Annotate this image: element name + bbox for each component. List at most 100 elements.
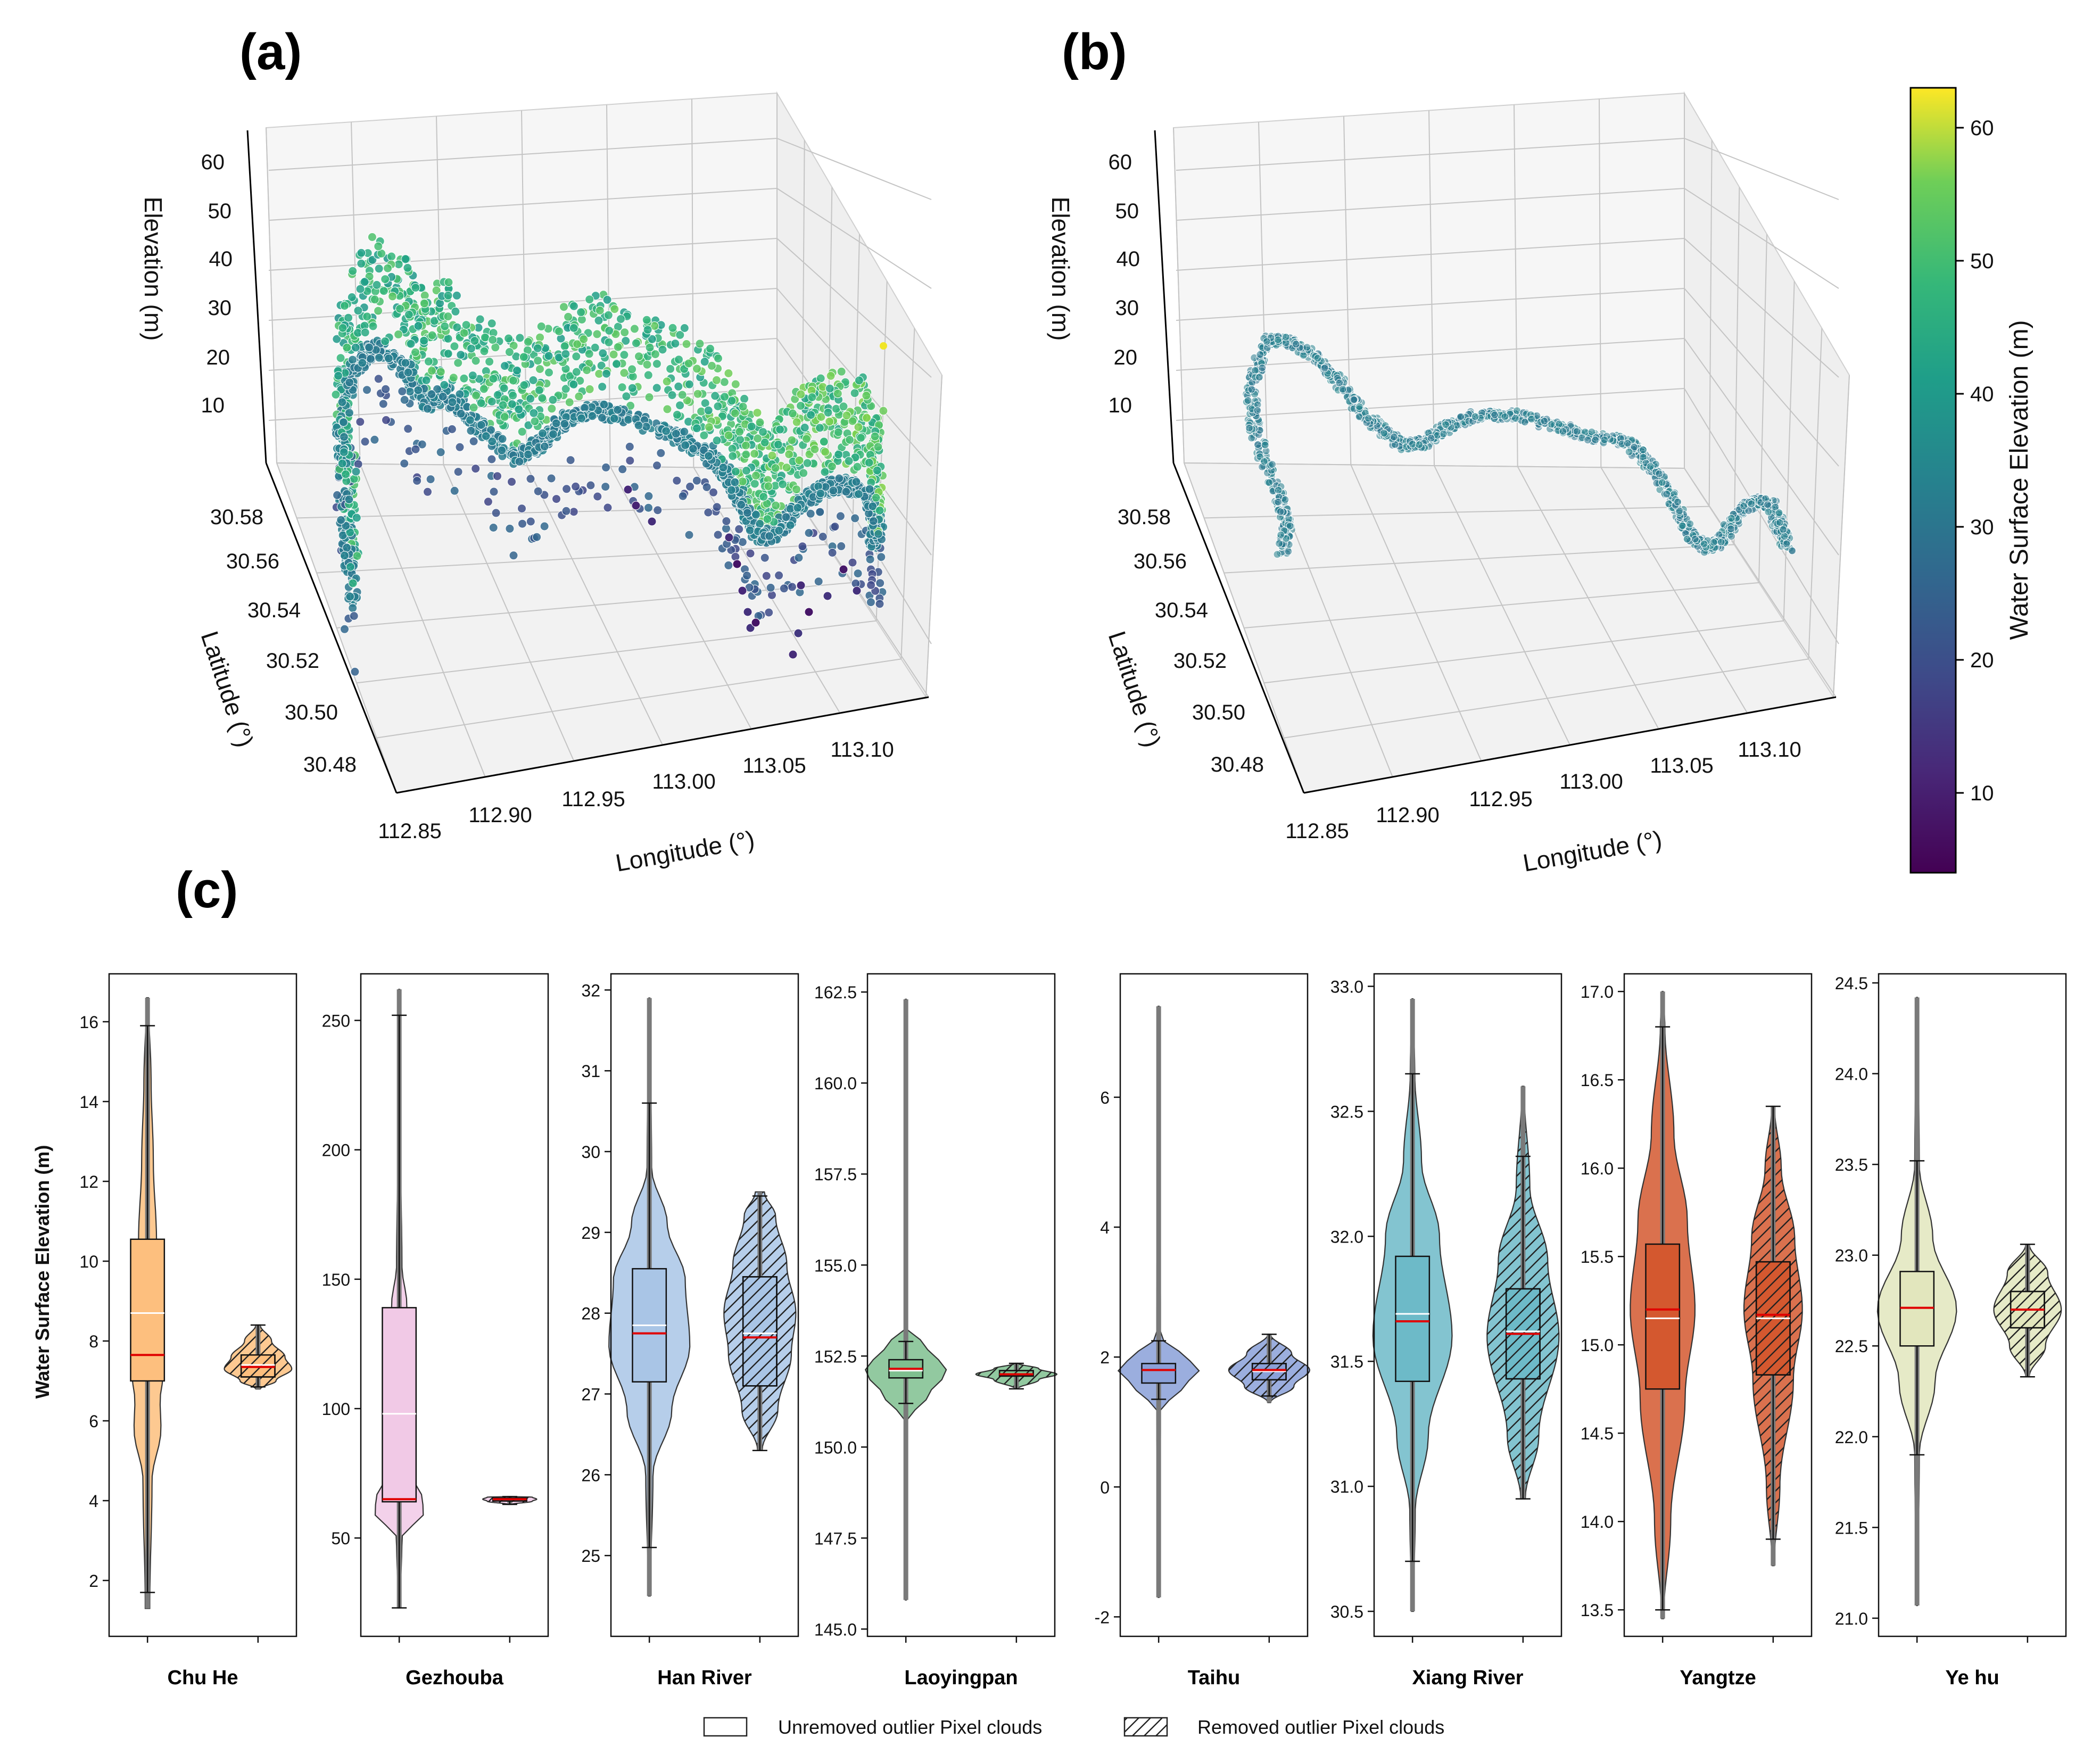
data-point bbox=[526, 517, 535, 526]
colorbar-label: Water Surface Elevation (m) bbox=[2005, 320, 2033, 640]
data-point bbox=[836, 511, 845, 521]
data-point bbox=[480, 333, 490, 342]
panel-a-point-cloud bbox=[331, 233, 888, 676]
data-point bbox=[348, 578, 358, 588]
data-point bbox=[1338, 385, 1347, 393]
data-point bbox=[374, 353, 384, 362]
data-point bbox=[348, 355, 357, 365]
data-point bbox=[826, 371, 836, 380]
grid-line bbox=[776, 188, 932, 289]
data-point bbox=[436, 448, 445, 457]
data-point bbox=[699, 431, 709, 440]
data-point bbox=[794, 553, 804, 562]
subplot-frame bbox=[866, 973, 1056, 1637]
grid-line bbox=[336, 582, 852, 628]
data-point bbox=[593, 492, 602, 501]
data-point bbox=[850, 388, 859, 398]
data-point bbox=[339, 432, 349, 442]
data-point bbox=[443, 349, 453, 359]
data-point bbox=[652, 383, 662, 393]
data-point bbox=[528, 376, 538, 385]
xtick-label: 113.10 bbox=[830, 738, 894, 762]
data-point bbox=[627, 365, 637, 374]
data-point bbox=[362, 385, 371, 395]
data-point bbox=[779, 584, 789, 593]
data-point bbox=[643, 325, 652, 335]
data-point bbox=[834, 450, 844, 459]
data-point bbox=[571, 482, 581, 491]
data-point bbox=[450, 486, 459, 495]
ytick-label: 16.0 bbox=[1581, 1159, 1614, 1178]
data-point bbox=[504, 334, 514, 343]
data-point bbox=[666, 364, 675, 374]
ytick-label: 2 bbox=[1100, 1348, 1110, 1367]
data-point bbox=[346, 562, 355, 572]
data-point bbox=[644, 503, 653, 512]
data-point bbox=[1427, 434, 1435, 442]
data-point bbox=[381, 384, 391, 394]
data-point bbox=[1540, 417, 1549, 425]
grid-line bbox=[925, 375, 942, 698]
data-point bbox=[815, 423, 824, 433]
data-point bbox=[1501, 412, 1509, 421]
data-point bbox=[773, 440, 783, 449]
data-point bbox=[620, 328, 630, 337]
data-point bbox=[342, 343, 352, 352]
data-point bbox=[642, 360, 652, 369]
ytick-label: 30.56 bbox=[1134, 550, 1187, 573]
data-point bbox=[588, 411, 597, 421]
data-point bbox=[760, 553, 770, 562]
data-point bbox=[738, 586, 747, 595]
data-point bbox=[351, 467, 361, 476]
data-point bbox=[613, 405, 623, 415]
data-point bbox=[331, 390, 341, 399]
data-point bbox=[821, 447, 830, 457]
site-label: Taihu bbox=[1188, 1667, 1241, 1689]
data-point bbox=[724, 533, 734, 542]
data-point bbox=[564, 312, 573, 321]
data-point bbox=[623, 485, 633, 494]
data-point bbox=[586, 481, 596, 490]
data-point bbox=[792, 485, 801, 494]
data-point bbox=[414, 321, 423, 330]
data-point bbox=[333, 490, 342, 500]
data-point bbox=[862, 413, 872, 423]
data-point bbox=[765, 531, 774, 541]
colorbar: 10 20 30 40 50 60 Water Surface Elevation (m) bbox=[1909, 87, 2033, 874]
data-point bbox=[420, 299, 429, 308]
colorbar-ticks: 10 20 30 40 50 60 bbox=[1956, 117, 1994, 805]
data-point bbox=[724, 369, 733, 378]
data-point bbox=[853, 569, 863, 578]
grid-line bbox=[268, 288, 778, 321]
data-point bbox=[350, 667, 360, 676]
data-point bbox=[788, 650, 798, 659]
data-point bbox=[540, 442, 549, 451]
ytick-label: 21.5 bbox=[1835, 1518, 1868, 1537]
data-point bbox=[605, 326, 614, 335]
ztick-label: 30 bbox=[208, 296, 232, 320]
data-point bbox=[348, 266, 358, 276]
data-point bbox=[710, 391, 720, 401]
ytick-label: 27 bbox=[581, 1385, 600, 1404]
data-point bbox=[509, 551, 518, 560]
ytick-label: 32 bbox=[581, 981, 600, 1000]
site-label: Ye hu bbox=[1945, 1667, 1999, 1689]
xtick-label: 112.90 bbox=[1376, 804, 1439, 827]
data-point bbox=[532, 532, 542, 542]
data-point bbox=[383, 263, 393, 273]
data-point bbox=[517, 504, 526, 514]
panel-b-panes bbox=[1172, 91, 1850, 794]
iqr-box bbox=[382, 1307, 417, 1503]
data-point bbox=[500, 412, 509, 421]
ztick-label: 60 bbox=[201, 151, 225, 174]
data-point bbox=[746, 549, 755, 558]
ytick-label: 30.48 bbox=[1211, 753, 1264, 776]
xtick-label: 112.85 bbox=[378, 820, 441, 843]
data-point bbox=[852, 586, 862, 595]
data-point bbox=[432, 286, 441, 295]
data-point bbox=[692, 424, 701, 433]
data-point bbox=[1683, 535, 1691, 543]
data-point bbox=[610, 304, 619, 314]
data-point bbox=[508, 391, 518, 400]
colorbar-tick-label: 30 bbox=[1970, 516, 1994, 539]
